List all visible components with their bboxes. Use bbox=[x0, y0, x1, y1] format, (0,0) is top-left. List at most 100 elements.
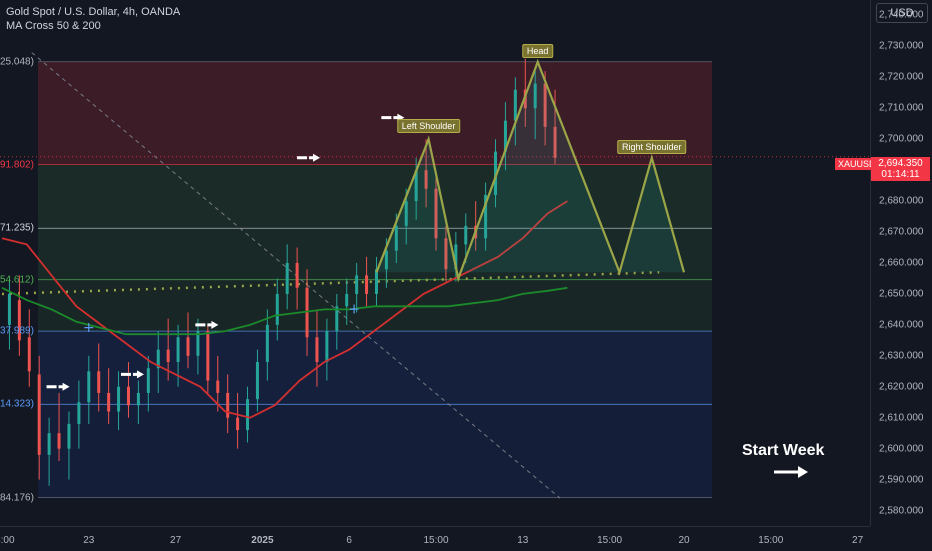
ma-slow-line bbox=[1, 286, 568, 336]
arrow-marker-icon bbox=[46, 382, 70, 391]
chart-area[interactable]: + + bbox=[0, 0, 870, 526]
price-tick: 2,620.000 bbox=[879, 381, 924, 393]
candle-body bbox=[543, 83, 547, 127]
candle-body bbox=[107, 392, 111, 412]
arrow-head bbox=[136, 370, 144, 379]
candle-body bbox=[97, 371, 101, 393]
head-shoulders-pattern bbox=[375, 58, 686, 283]
price-tick: 2,700.000 bbox=[879, 133, 924, 145]
current-price-tag: 2,694.350 01:14:11 bbox=[871, 157, 930, 181]
fib-level-label: 25.048) bbox=[0, 56, 34, 68]
time-axis[interactable] bbox=[0, 526, 870, 551]
time-tick: 23 bbox=[83, 535, 95, 546]
candle-body bbox=[126, 386, 130, 406]
pattern-fill bbox=[376, 61, 684, 279]
fib-level-label: 54.612) bbox=[0, 274, 34, 286]
candle-body bbox=[236, 417, 240, 431]
price-tick: 2,660.000 bbox=[879, 257, 924, 269]
candle-body bbox=[374, 269, 378, 294]
fib-level-label: 91.802) bbox=[0, 159, 34, 171]
fib-zone bbox=[38, 164, 712, 229]
candle-body bbox=[414, 170, 418, 202]
candle-body bbox=[67, 423, 71, 449]
left-shoulder-label[interactable]: Left Shoulder bbox=[396, 119, 461, 134]
candle-body bbox=[27, 337, 31, 372]
candle-body bbox=[166, 349, 170, 363]
price-axis[interactable] bbox=[870, 0, 932, 526]
neckline bbox=[1, 271, 660, 296]
fib-level-label: 71.235) bbox=[0, 222, 34, 234]
arrow-head bbox=[211, 320, 219, 329]
candle-body bbox=[176, 337, 180, 363]
arrow-marker-icon bbox=[297, 153, 321, 162]
time-tick: 13 bbox=[517, 535, 529, 546]
candle-body bbox=[146, 368, 150, 393]
head-label[interactable]: Head bbox=[521, 43, 554, 58]
arrow-marker-icon bbox=[195, 320, 219, 329]
time-tick: 15:00 bbox=[423, 535, 449, 546]
candle-body bbox=[87, 371, 91, 403]
candle-body bbox=[206, 331, 210, 381]
candle-body bbox=[335, 306, 339, 332]
candle-body bbox=[117, 386, 121, 412]
candle-body bbox=[37, 374, 41, 455]
candle-body bbox=[295, 263, 299, 288]
candle-body bbox=[275, 293, 279, 325]
candle-body bbox=[325, 331, 329, 363]
candle-body bbox=[216, 380, 220, 393]
candle-body bbox=[513, 89, 517, 121]
price-tick: 2,720.000 bbox=[879, 71, 924, 83]
chart-title: Gold Spot / U.S. Dollar, 4h, OANDA bbox=[6, 6, 181, 18]
start-week-label[interactable]: Start Week bbox=[742, 442, 824, 478]
time-tick: 27 bbox=[170, 535, 182, 546]
candle-body bbox=[196, 331, 200, 356]
time-tick: 6 bbox=[346, 535, 352, 546]
candle-body bbox=[136, 392, 140, 406]
candle-body bbox=[365, 275, 369, 294]
candle-body bbox=[533, 83, 537, 109]
fib-zone bbox=[38, 404, 712, 498]
candle-body bbox=[503, 120, 507, 152]
fib-level-label: 14.323) bbox=[0, 398, 34, 410]
price-chart[interactable]: ++ bbox=[0, 0, 870, 526]
candle-body bbox=[404, 201, 408, 226]
indicator-name[interactable]: MA Cross 50 & 200 bbox=[6, 20, 101, 32]
time-tick: 15:00 bbox=[597, 535, 623, 546]
candle-body bbox=[424, 170, 428, 189]
candle-body bbox=[77, 402, 81, 424]
candle-body bbox=[384, 250, 388, 270]
candle-body bbox=[17, 300, 21, 341]
candle-body bbox=[47, 433, 51, 455]
candle-body bbox=[454, 244, 458, 270]
candle-body bbox=[523, 89, 527, 109]
bar-countdown: 01:14:11 bbox=[881, 169, 920, 180]
right-shoulder-label[interactable]: Right Shoulder bbox=[616, 139, 687, 154]
price-tick: 2,710.000 bbox=[879, 102, 924, 114]
fib-zone bbox=[38, 61, 712, 165]
candle-body bbox=[285, 263, 289, 294]
candle-body bbox=[186, 337, 190, 356]
fib-level-label: 37.989) bbox=[0, 325, 34, 337]
currency-button[interactable]: USD bbox=[876, 3, 928, 23]
price-tick: 2,610.000 bbox=[879, 412, 924, 424]
candle-body bbox=[553, 126, 557, 158]
candle-body bbox=[265, 324, 269, 363]
fib-level-label: 84.176) bbox=[0, 492, 34, 504]
time-tick: 2025 bbox=[251, 535, 274, 546]
candle-body bbox=[156, 349, 160, 369]
price-tick: 2,740.000 bbox=[879, 9, 924, 21]
price-tick: 2,670.000 bbox=[879, 226, 924, 238]
price-tick: 2,590.000 bbox=[879, 474, 924, 486]
candle-body bbox=[444, 238, 448, 270]
time-tick: 27 bbox=[852, 535, 864, 546]
candle-body bbox=[345, 293, 349, 307]
candle-body bbox=[7, 293, 11, 325]
current-price-value: 2,694.350 bbox=[878, 158, 923, 169]
fib-zone bbox=[38, 331, 712, 405]
candle-body bbox=[305, 287, 309, 338]
symbol-tag: XAUUSD bbox=[835, 158, 879, 170]
candle-body bbox=[434, 188, 438, 239]
price-tick: 2,640.000 bbox=[879, 319, 924, 331]
candle-body bbox=[226, 392, 230, 418]
price-tick: 2,580.000 bbox=[879, 505, 924, 517]
